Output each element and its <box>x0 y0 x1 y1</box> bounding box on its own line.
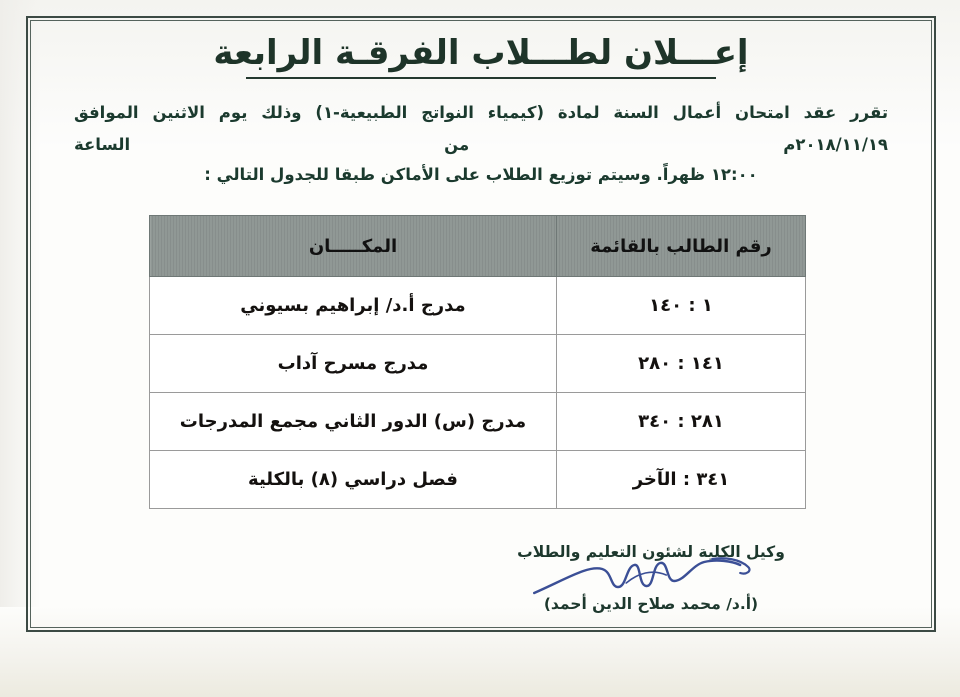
cell-student-number: ٣٤١ : الآخر <box>556 450 806 510</box>
handwritten-signature-icon <box>517 557 785 599</box>
column-header-place: المكـــــان <box>149 215 557 278</box>
signature-block: وكيل الكلية لشئون التعليم والطلاب (أ.د/ … <box>30 543 932 613</box>
distribution-table: رقم الطالب بالقائمة المكـــــان ١ : ١٤٠ … <box>149 215 806 510</box>
signatory-name: (أ.د/ محمد صلاح الدين أحمد) <box>543 595 759 614</box>
table-body: ١ : ١٤٠ مدرج أ.د/ إبراهيم بسيوني ١٤١ : ٢… <box>149 276 806 510</box>
cell-place: مدرج (س) الدور الثاني مجمع المدرجات <box>149 392 557 452</box>
cell-student-number: ١ : ١٤٠ <box>556 276 806 336</box>
cell-student-number: ٢٨١ : ٣٤٠ <box>556 392 806 452</box>
cell-student-number: ١٤١ : ٢٨٠ <box>556 334 806 394</box>
distribution-table-wrapper: رقم الطالب بالقائمة المكـــــان ١ : ١٤٠ … <box>149 215 806 510</box>
page-border-outer <box>26 16 936 632</box>
table-header: رقم الطالب بالقائمة المكـــــان <box>149 215 806 278</box>
announcement-body-line-2: ١٢:٠٠ ظهراً. وسيتم توزيع الطلاب على الأم… <box>204 164 758 184</box>
announcement-body: تقرر عقد امتحان أعمال السنة لمادة (كيميا… <box>30 97 932 192</box>
table-row: ٣٤١ : الآخر فصل دراسي (٨) بالكلية <box>149 450 806 510</box>
cell-place: فصل دراسي (٨) بالكلية <box>149 450 557 510</box>
announcement-body-line-1: تقرر عقد امتحان أعمال السنة لمادة (كيميا… <box>74 102 889 154</box>
signatory-role: وكيل الكلية لشئون التعليم والطلاب <box>517 543 785 562</box>
document-content: إعـــلان لطـــلاب الفرقـة الرابعة تقرر ع… <box>30 20 932 628</box>
column-header-student-number: رقم الطالب بالقائمة <box>556 215 806 278</box>
table-row: ٢٨١ : ٣٤٠ مدرج (س) الدور الثاني مجمع الم… <box>149 392 806 452</box>
title-underline <box>246 76 716 79</box>
table-row: ١٤١ : ٢٨٠ مدرج مسرح آداب <box>149 334 806 394</box>
table-row: ١ : ١٤٠ مدرج أ.د/ إبراهيم بسيوني <box>149 276 806 336</box>
table-header-row: رقم الطالب بالقائمة المكـــــان <box>149 215 806 278</box>
page-border-inner <box>30 20 932 628</box>
signature-inner: وكيل الكلية لشئون التعليم والطلاب (أ.د/ … <box>517 543 785 613</box>
page-title: إعـــلان لطـــلاب الفرقـة الرابعة <box>213 33 749 73</box>
cell-place: مدرج أ.د/ إبراهيم بسيوني <box>149 276 557 336</box>
cell-place: مدرج مسرح آداب <box>149 334 557 394</box>
